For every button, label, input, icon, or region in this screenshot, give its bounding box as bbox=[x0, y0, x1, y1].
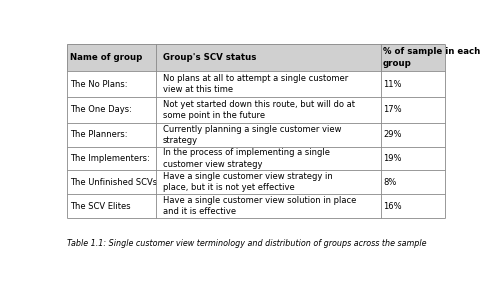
Text: Name of group: Name of group bbox=[70, 53, 142, 62]
Text: The Implementers:: The Implementers: bbox=[70, 154, 150, 163]
Text: 16%: 16% bbox=[383, 202, 402, 211]
Text: 17%: 17% bbox=[383, 105, 402, 114]
Text: The Unfinished SCVs: The Unfinished SCVs bbox=[70, 178, 157, 187]
Text: Not yet started down this route, but will do at
some point in the future: Not yet started down this route, but wil… bbox=[163, 100, 355, 120]
Text: 19%: 19% bbox=[383, 154, 402, 163]
Text: Currently planning a single customer view
strategy: Currently planning a single customer vie… bbox=[163, 125, 342, 145]
Text: % of sample in each
group: % of sample in each group bbox=[383, 47, 480, 68]
Text: 8%: 8% bbox=[383, 178, 396, 187]
Text: Group's SCV status: Group's SCV status bbox=[163, 53, 256, 62]
Text: No plans at all to attempt a single customer
view at this time: No plans at all to attempt a single cust… bbox=[163, 74, 348, 94]
Text: The No Plans:: The No Plans: bbox=[70, 80, 128, 89]
Text: Have a single customer view solution in place
and it is effective: Have a single customer view solution in … bbox=[163, 196, 356, 216]
Text: Table 1.1: Single customer view terminology and distribution of groups across th: Table 1.1: Single customer view terminol… bbox=[67, 239, 426, 248]
Text: In the process of implementing a single
customer view strategy: In the process of implementing a single … bbox=[163, 148, 330, 169]
Text: 29%: 29% bbox=[383, 130, 402, 139]
Text: 11%: 11% bbox=[383, 80, 402, 89]
Text: The SCV Elites: The SCV Elites bbox=[70, 202, 130, 211]
Text: Have a single customer view strategy in
place, but it is not yet effective: Have a single customer view strategy in … bbox=[163, 172, 332, 192]
Text: The Planners:: The Planners: bbox=[70, 130, 128, 139]
Text: The One Days:: The One Days: bbox=[70, 105, 132, 114]
